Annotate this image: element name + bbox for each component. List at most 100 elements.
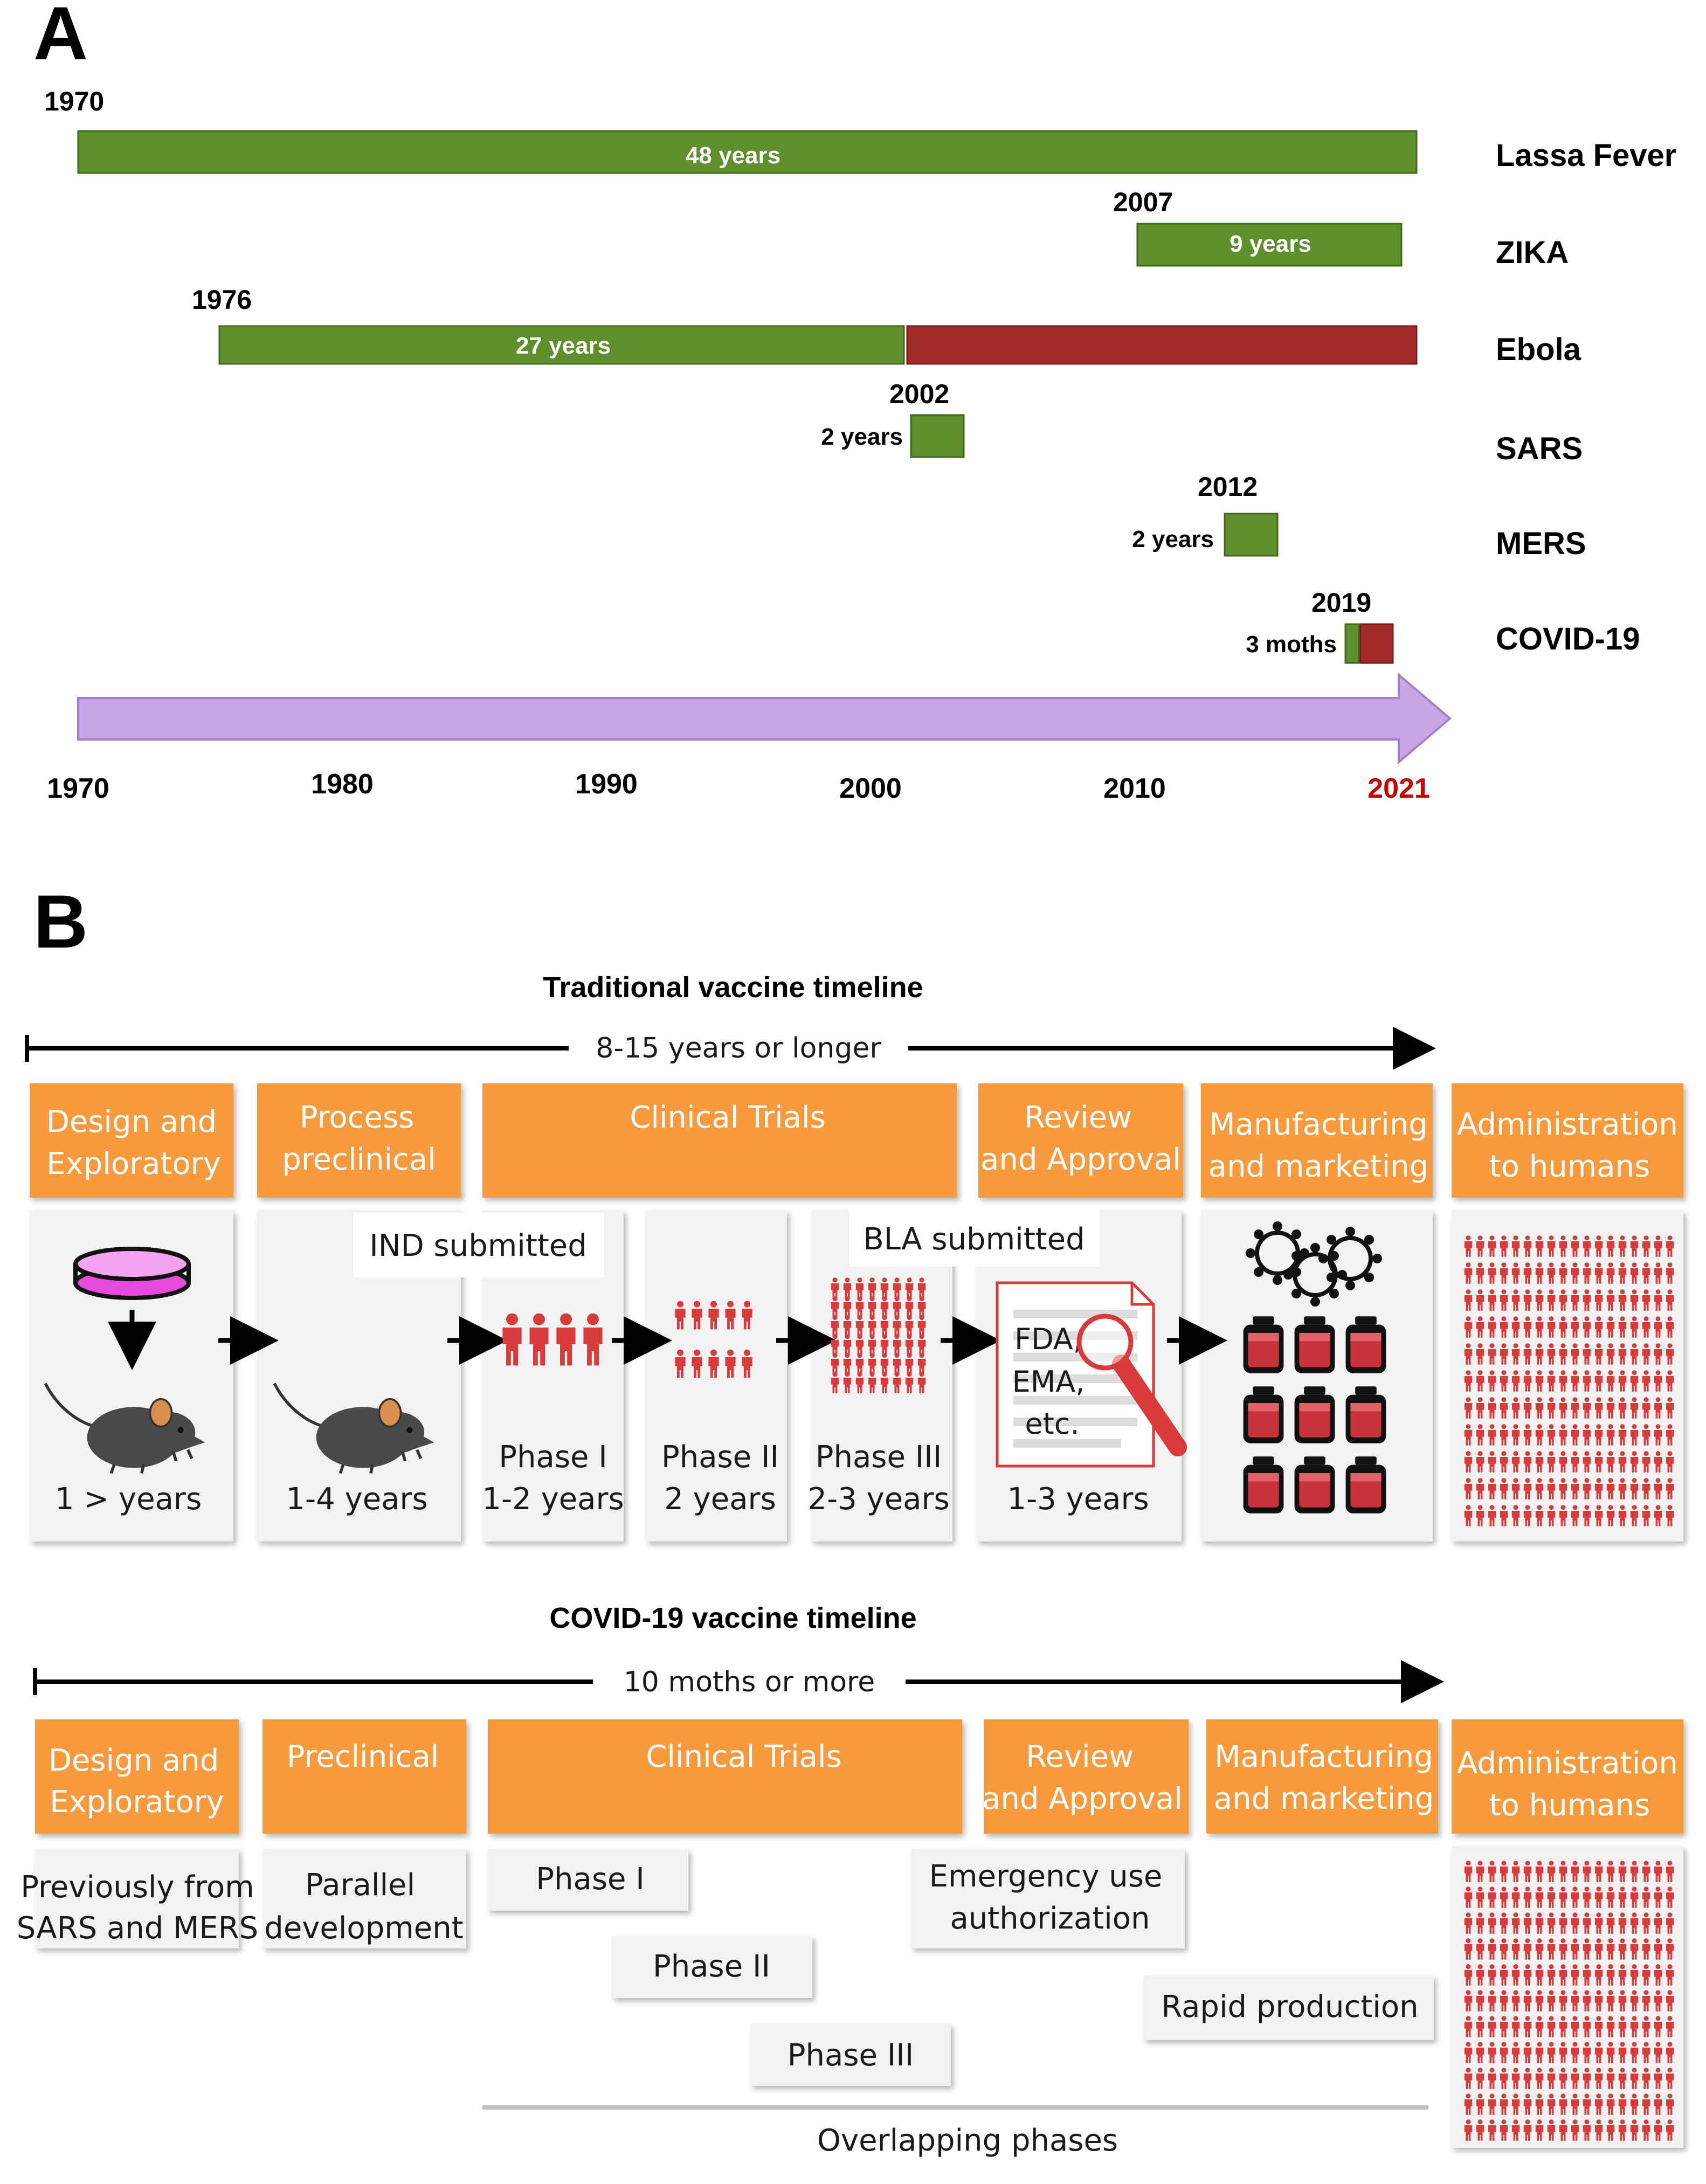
covid-design-note: Previously from SARS and MERS xyxy=(17,1870,258,1946)
covid-start-year: 2019 xyxy=(1311,588,1371,618)
ind-note: IND submitted xyxy=(369,1228,587,1263)
covid-stage-design-label: Design and Exploratory xyxy=(49,1743,224,1820)
vial-icon xyxy=(1345,1386,1386,1443)
ebola-bar-green xyxy=(218,325,905,365)
trad-stage-clinical xyxy=(482,1083,957,1198)
covid-box-design xyxy=(35,1849,239,1948)
vial-icon xyxy=(1294,1386,1335,1443)
covid-stage-design xyxy=(35,1719,239,1834)
vial-icon xyxy=(1243,1386,1284,1443)
traditional-span: 8-15 years or longer xyxy=(596,1032,881,1065)
overlap-label: Overlapping phases xyxy=(817,2123,1118,2158)
trad-duration-design: 1 > years xyxy=(55,1482,202,1517)
trad-stage-administration-label: Administration to humans xyxy=(1457,1107,1678,1184)
ebola-name: Ebola xyxy=(1496,332,1581,367)
mers-name: MERS xyxy=(1496,526,1586,561)
covid-duration: 3 moths xyxy=(1246,631,1337,658)
mers-bar xyxy=(1224,513,1279,557)
vial-icon xyxy=(1294,1316,1335,1373)
covid-stage-clinical xyxy=(488,1719,962,1834)
trad-stage-review xyxy=(978,1083,1183,1198)
axis-tick-1980: 1980 xyxy=(311,769,374,800)
trad-stage-manufacturing xyxy=(1201,1083,1433,1198)
vial-icon xyxy=(1345,1316,1386,1373)
covid-stage-administration-label: Administration to humans xyxy=(1457,1746,1678,1823)
trad-stage-administration xyxy=(1452,1083,1683,1198)
sars-bar xyxy=(910,414,965,458)
zika-duration: 9 years xyxy=(1230,231,1311,257)
phase2-duration: 2 years xyxy=(664,1482,776,1517)
covid-title: COVID-19 vaccine timeline xyxy=(549,1602,916,1634)
covid-name: COVID-19 xyxy=(1496,621,1640,656)
covid-box-eua xyxy=(911,1849,1185,1948)
covid-bar-green xyxy=(1344,623,1360,664)
ebola-duration: 27 years xyxy=(516,333,611,359)
covid-box-phase2 xyxy=(612,1936,812,1998)
covid-stage-manufacturing xyxy=(1206,1719,1438,1834)
panel-b: B Traditional vaccine timeline 8-15 year… xyxy=(17,879,1683,2158)
trad-stage-preclinical xyxy=(257,1083,461,1198)
covid-stage-administration xyxy=(1452,1719,1683,1834)
mers-start-year: 2012 xyxy=(1198,472,1258,502)
covid-box-phase1 xyxy=(488,1849,688,1911)
covid-stage-manufacturing-label: Manufacturing and marketing xyxy=(1214,1739,1434,1816)
trad-stage-preclinical-label: Process preclinical xyxy=(282,1100,436,1177)
phase3-name: Phase III xyxy=(816,1440,942,1475)
covid-stage-review-label: Review and Approval xyxy=(982,1739,1183,1816)
lassa-start-year: 1970 xyxy=(44,86,104,116)
zika-name: ZIKA xyxy=(1496,235,1569,270)
sars-start-year: 2002 xyxy=(889,379,949,409)
covid-eua: Emergency use authorization xyxy=(929,1859,1163,1936)
covid-span: 10 moths or more xyxy=(624,1666,875,1698)
magnifier-icon xyxy=(1076,1314,1187,1456)
phase2-name: Phase II xyxy=(661,1440,779,1475)
trad-stage-design xyxy=(30,1083,233,1198)
vial-icon xyxy=(1294,1456,1335,1513)
trad-duration-review: 1-3 years xyxy=(1007,1482,1149,1517)
axis-tick-1990: 1990 xyxy=(575,769,638,800)
agencies-text: FDA, EMA, etc. xyxy=(1012,1322,1085,1441)
sars-duration: 2 years xyxy=(821,424,903,450)
ind-note-box xyxy=(353,1213,604,1277)
bla-note-box xyxy=(849,1207,1100,1267)
vial-icon xyxy=(1345,1456,1386,1513)
bla-note: BLA submitted xyxy=(863,1222,1085,1257)
trad-stage-review-label: Review and Approval xyxy=(980,1100,1181,1177)
covid-stage-preclinical xyxy=(263,1719,466,1834)
axis-tick-2021: 2021 xyxy=(1367,773,1430,804)
traditional-title: Traditional vaccine timeline xyxy=(543,971,923,1004)
sars-name: SARS xyxy=(1496,431,1583,466)
covid-rapid: Rapid production xyxy=(1161,1989,1418,2024)
covid-phase3: Phase III xyxy=(788,2038,914,2073)
vial-icon xyxy=(1243,1316,1284,1373)
timeline-arrow xyxy=(77,672,1452,765)
axis-tick-2000: 2000 xyxy=(839,773,902,804)
trad-stage-manufacturing-label: Manufacturing and marketing xyxy=(1208,1107,1429,1184)
covid-bar-red xyxy=(1359,623,1394,664)
panel-a: A 1970 48 years Lassa Fever 2007 9 years… xyxy=(33,0,1676,804)
trad-stage-design-label: Design and Exploratory xyxy=(46,1104,221,1181)
covid-box-preclinical xyxy=(263,1849,466,1948)
petri-dish-icon xyxy=(73,1247,191,1300)
covid-phase1: Phase I xyxy=(536,1862,645,1897)
covid-phase2: Phase II xyxy=(653,1949,770,1984)
phase3-duration: 2-3 years xyxy=(807,1482,949,1517)
lassa-bar xyxy=(77,130,1418,174)
phase1-name: Phase I xyxy=(499,1440,607,1475)
vial-icon xyxy=(1243,1456,1284,1513)
zika-start-year: 2007 xyxy=(1113,187,1173,217)
covid-stage-clinical-label: Clinical Trials xyxy=(646,1739,841,1774)
ebola-start-year: 1976 xyxy=(192,285,252,315)
lassa-name: Lassa Fever xyxy=(1496,138,1676,173)
covid-preclinical-note: Parallel development xyxy=(264,1868,463,1946)
covid-stage-review xyxy=(984,1719,1189,1834)
mers-duration: 2 years xyxy=(1132,526,1214,552)
covid-box-rapid xyxy=(1144,1975,1434,2040)
trad-duration-preclinical: 1-4 years xyxy=(286,1482,427,1517)
axis-tick-1970: 1970 xyxy=(47,773,109,804)
panel-a-label: A xyxy=(33,0,88,75)
lassa-duration: 48 years xyxy=(686,142,781,169)
ebola-bar-red xyxy=(906,325,1418,365)
covid-stage-preclinical-label: Preclinical xyxy=(287,1739,439,1774)
trad-stage-clinical-label: Clinical Trials xyxy=(630,1100,825,1135)
